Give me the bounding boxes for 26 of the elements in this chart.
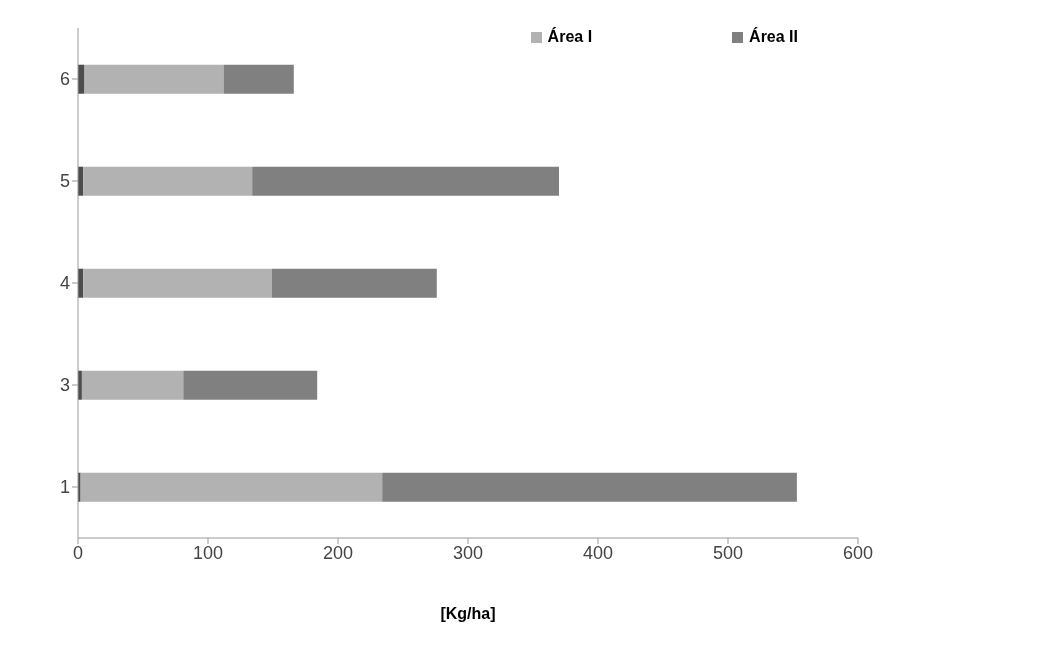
x-tick-label: 400: [582, 542, 614, 563]
bar: [83, 166, 253, 196]
bar: [382, 472, 797, 502]
bar: [78, 64, 85, 94]
y-tick-label: 1: [59, 477, 70, 498]
bar: [84, 64, 224, 94]
legend-label: Área I: [546, 28, 593, 46]
bar: [81, 370, 184, 400]
x-tick-label: 300: [452, 542, 484, 563]
y-tick-label: 5: [59, 171, 70, 192]
bar: [223, 64, 294, 94]
bar: [252, 166, 559, 196]
bar: [271, 268, 437, 298]
x-axis-title: [Kg/ha]: [440, 605, 496, 623]
bar: [183, 370, 318, 400]
legend-label: Área II: [748, 28, 798, 46]
x-tick-label: 600: [842, 542, 874, 563]
x-tick-label: 100: [192, 542, 224, 563]
x-tick-label: 0: [72, 542, 84, 563]
x-tick-label: 500: [712, 542, 744, 563]
y-tick-label: 6: [59, 69, 70, 90]
bar: [83, 268, 272, 298]
y-tick-label: 3: [59, 375, 70, 396]
bar: [80, 472, 383, 502]
x-tick-label: 200: [322, 542, 354, 563]
y-tick-label: 4: [59, 273, 70, 294]
